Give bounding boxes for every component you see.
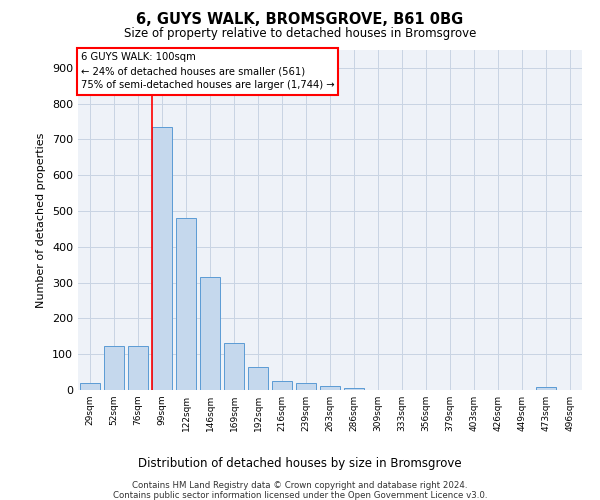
- Bar: [344, 388, 364, 390]
- Y-axis label: Number of detached properties: Number of detached properties: [37, 132, 46, 308]
- Text: Contains public sector information licensed under the Open Government Licence v3: Contains public sector information licen…: [113, 491, 487, 500]
- Bar: [320, 386, 340, 390]
- Text: 6 GUYS WALK: 100sqm
← 24% of detached houses are smaller (561)
75% of semi-detac: 6 GUYS WALK: 100sqm ← 24% of detached ho…: [80, 52, 334, 90]
- Text: Distribution of detached houses by size in Bromsgrove: Distribution of detached houses by size …: [138, 458, 462, 470]
- Bar: [224, 344, 244, 390]
- Bar: [272, 381, 292, 390]
- Bar: [176, 218, 196, 390]
- Bar: [200, 278, 220, 390]
- Bar: [80, 383, 100, 390]
- Bar: [248, 366, 268, 390]
- Text: Contains HM Land Registry data © Crown copyright and database right 2024.: Contains HM Land Registry data © Crown c…: [132, 481, 468, 490]
- Text: Size of property relative to detached houses in Bromsgrove: Size of property relative to detached ho…: [124, 28, 476, 40]
- Text: 6, GUYS WALK, BROMSGROVE, B61 0BG: 6, GUYS WALK, BROMSGROVE, B61 0BG: [136, 12, 464, 28]
- Bar: [536, 388, 556, 390]
- Bar: [296, 383, 316, 390]
- Bar: [128, 346, 148, 390]
- Bar: [152, 127, 172, 390]
- Bar: [104, 346, 124, 390]
